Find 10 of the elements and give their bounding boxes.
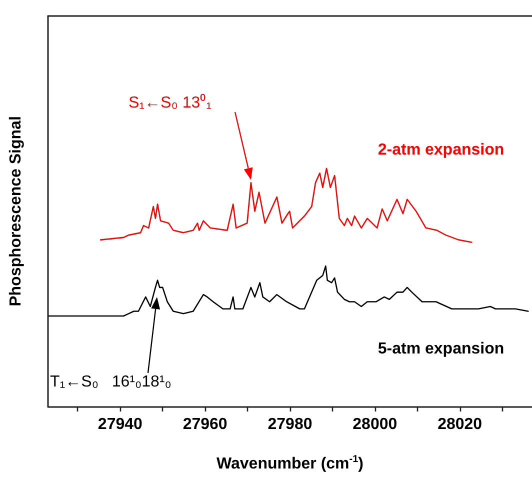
- x-tick-label: 28020: [438, 416, 482, 433]
- x-tick-label: 28000: [352, 416, 398, 433]
- series-label: 5-atm expansion: [378, 340, 504, 358]
- annotation: T₁←S₀ 16¹₀18¹₀: [50, 374, 172, 390]
- text: 2-atm expansion: [378, 142, 504, 158]
- x-tick-label: 27960: [182, 416, 228, 433]
- y-axis-title: Phosphorescence Signal: [8, 116, 24, 306]
- text: S₁←S₀ 13⁰₁: [128, 94, 212, 112]
- x-tick-label: 27980: [268, 416, 312, 433]
- x-tick-label: 27940: [98, 416, 143, 433]
